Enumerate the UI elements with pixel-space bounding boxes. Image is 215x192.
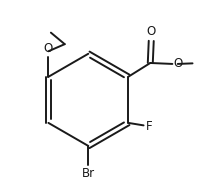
Text: Br: Br [82,167,95,180]
Text: F: F [146,120,152,133]
Text: O: O [44,42,53,55]
Text: O: O [173,57,183,70]
Text: O: O [147,25,156,38]
